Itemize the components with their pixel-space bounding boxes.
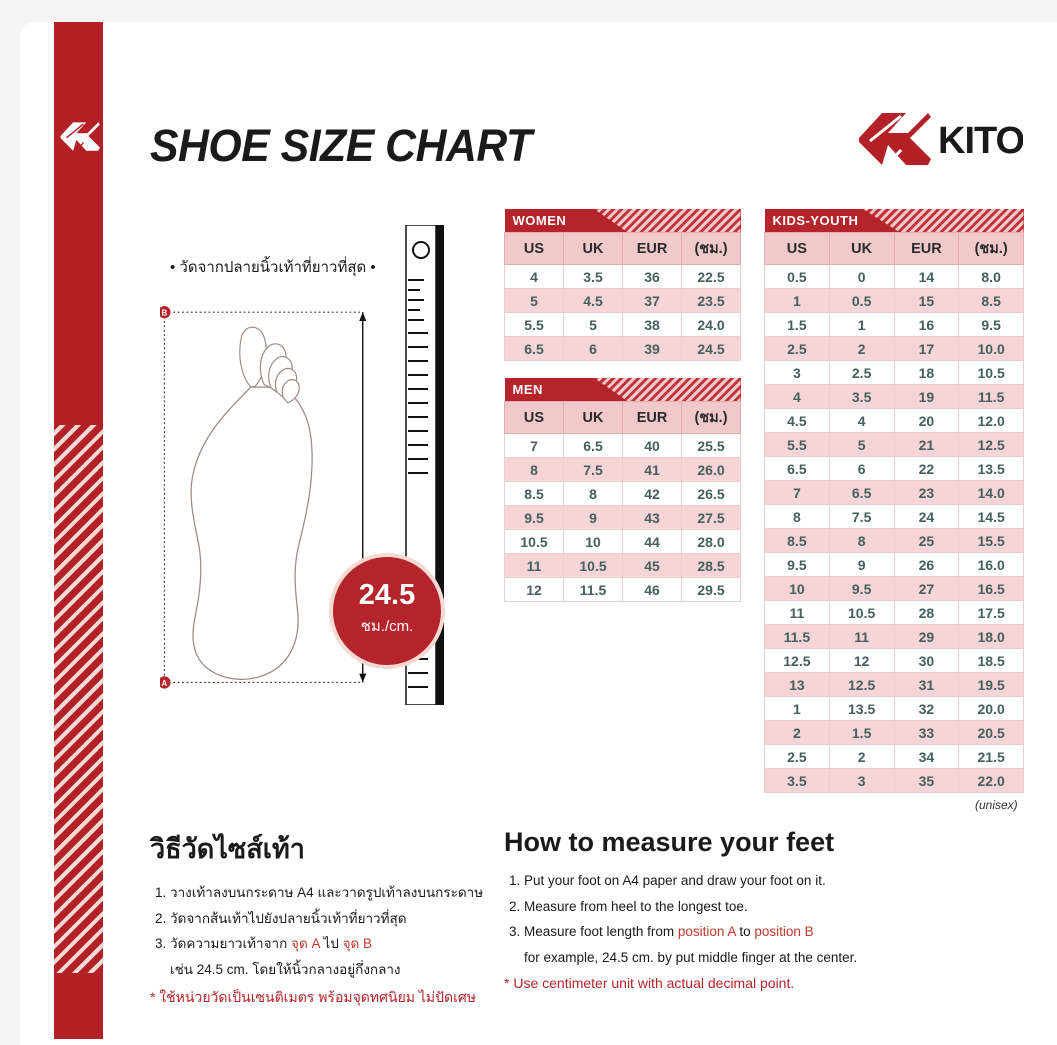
svg-text:A: A (162, 679, 168, 688)
svg-text:B: B (162, 309, 168, 318)
svg-text:KITO: KITO (938, 120, 1023, 162)
